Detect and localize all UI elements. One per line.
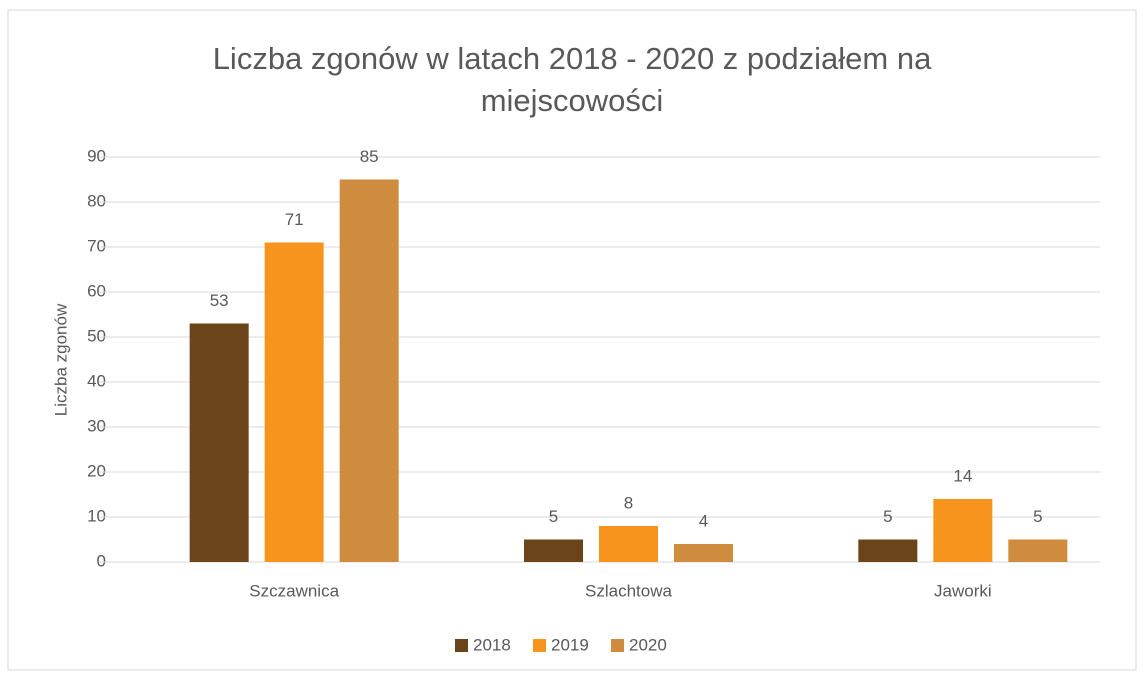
y-tick-label: 50 [87,326,106,345]
data-label: 14 [953,466,972,485]
data-label: 4 [699,511,708,530]
data-label: 5 [1033,507,1042,526]
y-tick-label: 80 [87,191,106,210]
bar [524,539,583,562]
data-label: 8 [624,493,633,512]
bar [1008,539,1068,562]
data-label: 5 [549,507,558,526]
chart-title: Liczba zgonów w latach 2018 - 2020 z pod… [212,41,932,118]
chart-border [7,9,1137,671]
bar [264,242,324,562]
y-tick-label: 0 [97,551,106,570]
y-tick-label: 20 [87,461,106,480]
y-axis-label: Liczba zgonów [51,303,70,416]
legend-label: 2020 [629,635,667,654]
data-label: 53 [210,291,229,310]
x-tick-label: Jaworki [934,581,992,600]
y-tick-label: 90 [87,146,106,165]
y-tick-label: 30 [87,416,106,435]
x-tick-label: Szlachtowa [585,581,672,600]
bar [339,179,399,562]
data-label: 71 [285,210,304,229]
bar [599,526,658,562]
bar [189,323,249,562]
legend-label: 2018 [473,635,511,654]
bar [674,544,733,562]
bar [933,499,993,562]
legend-swatch [455,639,468,652]
bar [858,539,918,562]
data-label: 5 [883,507,892,526]
legend-swatch [611,639,624,652]
y-tick-label: 40 [87,371,106,390]
legend-label: 2019 [551,635,589,654]
x-tick-label: Szczawnica [249,581,339,600]
y-tick-label: 10 [87,506,106,525]
y-tick-label: 60 [87,281,106,300]
legend-swatch [533,639,546,652]
y-tick-label: 70 [87,236,106,255]
data-label: 85 [360,147,379,166]
